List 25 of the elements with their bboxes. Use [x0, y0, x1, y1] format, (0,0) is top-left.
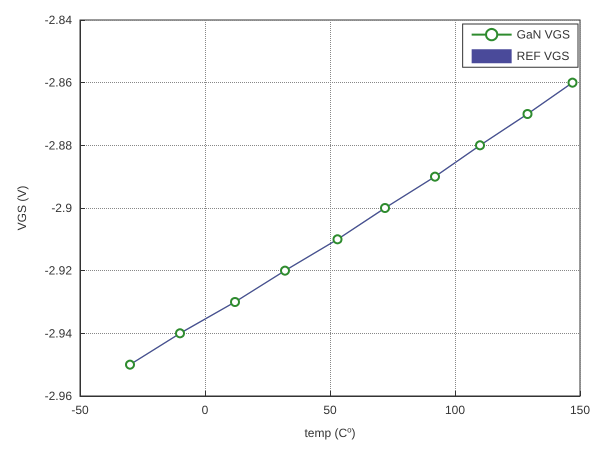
point [175, 328, 185, 338]
point [475, 140, 485, 150]
x-tick-label: 100 [444, 403, 466, 417]
y-tick-label: -2.92 [44, 264, 72, 278]
point [280, 266, 290, 276]
x-tick-label: -50 [71, 403, 89, 417]
y-tick-label: -2.84 [44, 13, 72, 27]
point [522, 109, 532, 119]
x-tick-label: 50 [323, 403, 337, 417]
point [380, 203, 390, 213]
legend-label: REF VGS [516, 49, 570, 64]
y-tick-label: -2.96 [44, 389, 72, 403]
legend-label: GaN VGS [516, 28, 570, 42]
point [332, 234, 342, 244]
y-tick-label: -2.94 [44, 326, 72, 340]
point [430, 172, 440, 182]
x-tick-label: 0 [202, 403, 209, 417]
y-tick-label: -2.9 [51, 201, 72, 215]
y-tick-label: -2.88 [44, 138, 72, 152]
y-tick-label: -2.86 [44, 76, 72, 90]
x-tick-label: 150 [570, 403, 590, 417]
point [568, 78, 578, 88]
point [230, 297, 240, 307]
point [125, 360, 135, 370]
y-axis-title: VGS (V) [15, 186, 29, 230]
